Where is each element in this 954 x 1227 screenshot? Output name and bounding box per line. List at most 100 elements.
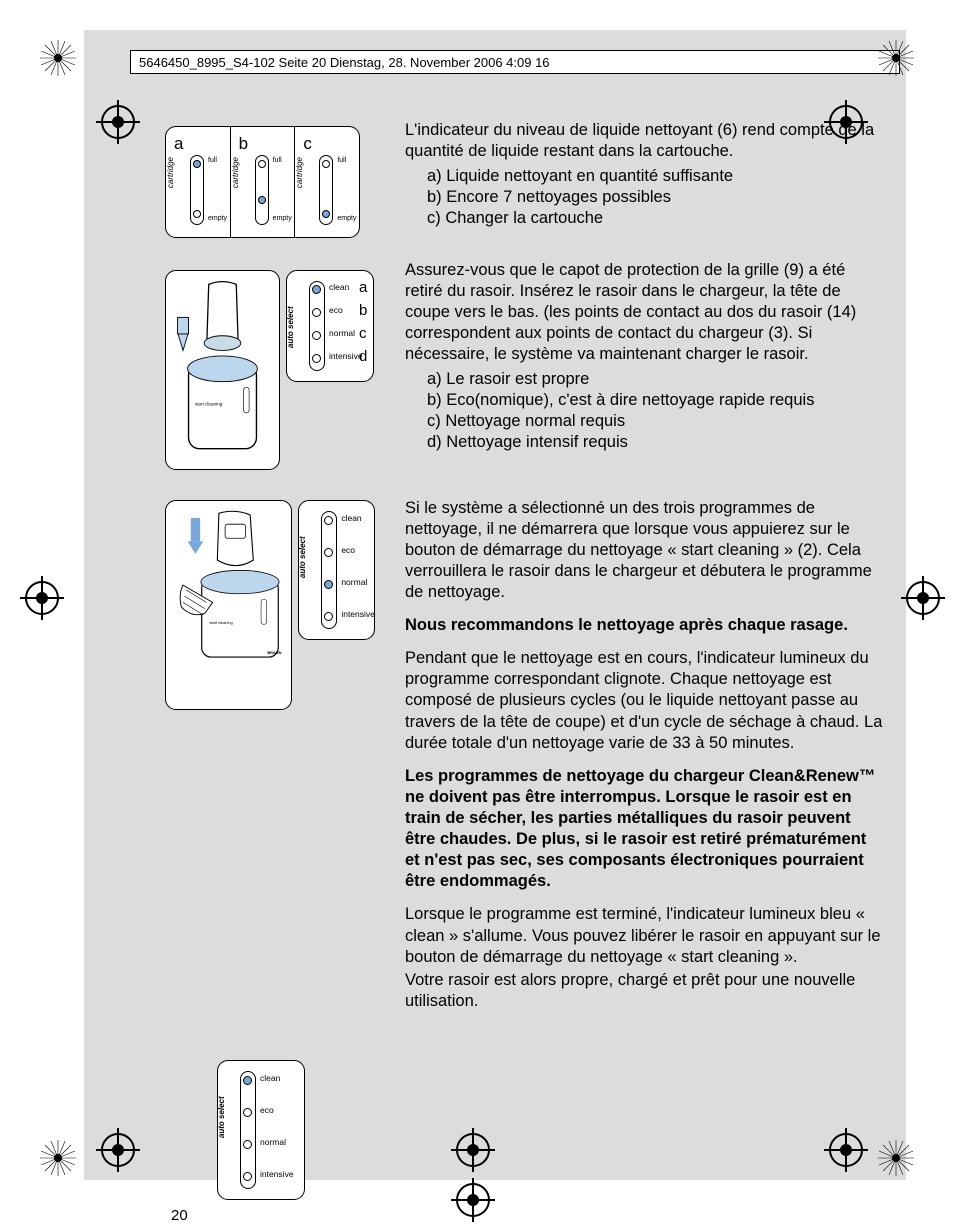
list-2: a) Le rasoir est propre b) Eco(nomique),… (405, 369, 885, 453)
figure-auto-select-modes: auto select clean a eco b normal c inten… (286, 270, 374, 382)
paragraph: Si le système a sélectionné un des trois… (405, 498, 885, 604)
mode-label: eco (341, 545, 355, 556)
level-indicator-icon (319, 155, 333, 225)
figure-shaver-press: start cleaning BRAUN (165, 500, 292, 710)
mode-label: eco (329, 305, 343, 316)
body-text-column: L'indicateur du niveau de liquide nettoy… (405, 120, 885, 1024)
mode-label: clean (341, 513, 361, 524)
figure-auto-select-normal: auto select clean eco normal intensive (298, 500, 375, 640)
full-label: full (337, 157, 346, 166)
mode-label: eco (260, 1105, 274, 1116)
mode-dot-icon (243, 1108, 252, 1117)
list-item: c) Nettoyage normal requis (427, 411, 885, 432)
mode-dot-icon (243, 1172, 252, 1181)
list-item: d) Nettoyage intensif requis (427, 432, 885, 453)
mode-letter: a (359, 278, 367, 297)
indicator-dot-icon (193, 160, 201, 168)
mode-label: normal (341, 577, 367, 588)
sunburst-icon (876, 1138, 916, 1178)
mode-dot-icon (312, 331, 321, 340)
cell-letter: a (174, 133, 183, 155)
registration-mark-icon (451, 1128, 495, 1172)
mode-letter: d (359, 347, 367, 366)
page-number: 20 (171, 1206, 188, 1225)
mode-track-icon (321, 511, 337, 629)
mode-dot-icon (312, 308, 321, 317)
sunburst-icon (876, 38, 916, 78)
mode-label: intensive (260, 1169, 294, 1180)
cell-letter: c (303, 133, 312, 155)
level-indicator-icon (190, 155, 204, 225)
registration-mark-icon (20, 576, 64, 620)
registration-mark-icon (96, 100, 140, 144)
figure-row-3: start cleaning BRAUN auto select clean e… (165, 500, 375, 710)
mode-dot-icon (312, 354, 321, 363)
paragraph-bold: Les programmes de nettoyage du chargeur … (405, 766, 885, 893)
figure-row-2: start cleaning auto select clean a eco b… (165, 270, 375, 470)
indicator-dot-icon (193, 210, 201, 218)
full-label: full (208, 157, 217, 166)
shaver-sketch-icon: start cleaning (172, 277, 273, 463)
paragraph: Votre rasoir est alors propre, chargé et… (405, 970, 885, 1012)
paragraph-bold: Nous recommandons le nettoyage après cha… (405, 615, 885, 636)
paragraph: Lorsque le programme est terminé, l'indi… (405, 904, 885, 967)
list-item: a) Liquide nettoyant en quantité suffisa… (427, 166, 885, 187)
mode-track-icon (309, 281, 325, 371)
indicator-dot-icon (322, 210, 330, 218)
mode-dot-icon (312, 285, 321, 294)
mode-letter: b (359, 301, 367, 320)
list-item: a) Le rasoir est propre (427, 369, 885, 390)
auto-select-label: auto select (217, 1096, 227, 1138)
full-label: full (273, 157, 282, 166)
indicator-dot-icon (322, 160, 330, 168)
empty-label: empty (208, 215, 227, 224)
mode-track-icon (240, 1071, 256, 1189)
indicator-dot-icon (258, 196, 266, 204)
shaver-sketch-icon: start cleaning BRAUN (172, 507, 285, 703)
level-indicator-icon (255, 155, 269, 225)
registration-mark-icon (901, 576, 945, 620)
empty-label: empty (273, 215, 292, 224)
sunburst-icon (38, 38, 78, 78)
empty-label: empty (337, 215, 356, 224)
mode-label: clean (260, 1073, 280, 1084)
list-item: b) Encore 7 nettoyages possibles (427, 187, 885, 208)
header-metadata: 5646450_8995_S4-102 Seite 20 Dienstag, 2… (130, 50, 900, 74)
cell-letter: b (239, 133, 248, 155)
figure-auto-select-clean: auto select clean eco normal intensive (217, 1060, 305, 1200)
paragraph: L'indicateur du niveau de liquide nettoy… (405, 120, 885, 162)
mode-label: intensive (329, 351, 363, 362)
mode-dot-icon (324, 580, 333, 589)
cartridge-label: cartridge (166, 157, 176, 188)
auto-select-label: auto select (286, 306, 296, 348)
mode-letter: c (359, 324, 367, 343)
list-item: b) Eco(nomique), c'est à dire nettoyage … (427, 390, 885, 411)
list-1: a) Liquide nettoyant en quantité suffisa… (405, 166, 885, 229)
cartridge-label: cartridge (295, 157, 305, 188)
mode-dot-icon (324, 548, 333, 557)
cartridge-cell-a: a cartridge full empty (166, 127, 231, 237)
paragraph: Assurez-vous que le capot de protection … (405, 260, 885, 366)
registration-mark-icon (451, 1178, 495, 1222)
mode-label: normal (329, 328, 355, 339)
cartridge-cell-b: b cartridge full empty (231, 127, 296, 237)
mode-dot-icon (243, 1076, 252, 1085)
auto-select-label: auto select (298, 536, 308, 578)
mode-label: normal (260, 1137, 286, 1148)
sunburst-icon (38, 1138, 78, 1178)
registration-mark-icon (96, 1128, 140, 1172)
mode-dot-icon (324, 516, 333, 525)
figure-shaver-inserted: start cleaning (165, 270, 280, 470)
svg-text:BRAUN: BRAUN (267, 650, 281, 655)
mode-dot-icon (243, 1140, 252, 1149)
svg-text:start cleaning: start cleaning (210, 620, 233, 625)
figures-column: a cartridge full empty b cartridge full … (165, 126, 375, 1200)
list-item: c) Changer la cartouche (427, 208, 885, 229)
cartridge-cell-c: c cartridge full empty (295, 127, 359, 237)
paragraph: Pendant que le nettoyage est en cours, l… (405, 648, 885, 754)
cartridge-label: cartridge (231, 157, 241, 188)
registration-mark-icon (824, 1128, 868, 1172)
figure-cartridge-levels: a cartridge full empty b cartridge full … (165, 126, 360, 238)
mode-label: intensive (341, 609, 375, 620)
mode-label: clean (329, 282, 349, 293)
